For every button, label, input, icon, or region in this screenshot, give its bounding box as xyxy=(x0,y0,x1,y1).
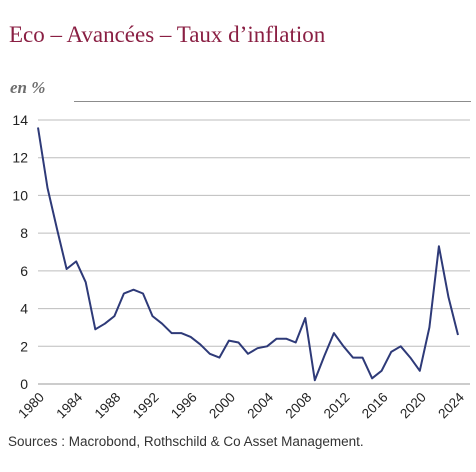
source-note: Sources : Macrobond, Rothschild & Co Ass… xyxy=(8,434,364,449)
x-tick-label: 2012 xyxy=(321,390,353,422)
y-tick-labels: 0 2 4 6 8 10 12 14 xyxy=(12,112,28,392)
y-tick-label: 10 xyxy=(12,187,28,203)
y-tick-label: 2 xyxy=(20,338,28,354)
header-rule xyxy=(74,101,471,102)
grid-lines xyxy=(38,119,470,385)
y-tick-label: 0 xyxy=(20,376,28,392)
x-tick-label: 2020 xyxy=(397,390,429,422)
y-tick-label: 14 xyxy=(12,112,28,128)
series-group xyxy=(37,127,459,382)
x-tick-label: 2016 xyxy=(359,390,391,422)
y-tick-label: 8 xyxy=(20,225,28,241)
x-tick-label: 2008 xyxy=(283,390,315,422)
series-line-0 xyxy=(37,127,459,382)
x-tick-label: 1996 xyxy=(168,390,200,422)
y-tick-label: 12 xyxy=(12,150,28,166)
x-tick-label: 1984 xyxy=(53,389,85,421)
y-tick-label: 6 xyxy=(20,263,28,279)
x-tick-labels: 1980 1984 1988 1992 1996 2000 2004 2008 2012 2016… xyxy=(15,389,467,421)
chart-title: Eco – Avancées – Taux d’inflation xyxy=(9,22,326,47)
x-tick-label: 1980 xyxy=(15,390,47,422)
x-tick-label: 2004 xyxy=(244,389,276,421)
x-tick-label: 2000 xyxy=(206,390,238,422)
x-tick-label: 2024 xyxy=(435,389,467,421)
y-tick-label: 4 xyxy=(20,301,28,317)
unit-label: en % xyxy=(10,78,46,97)
x-tick-label: 1992 xyxy=(130,390,162,422)
x-tick-label: 1988 xyxy=(92,390,124,422)
